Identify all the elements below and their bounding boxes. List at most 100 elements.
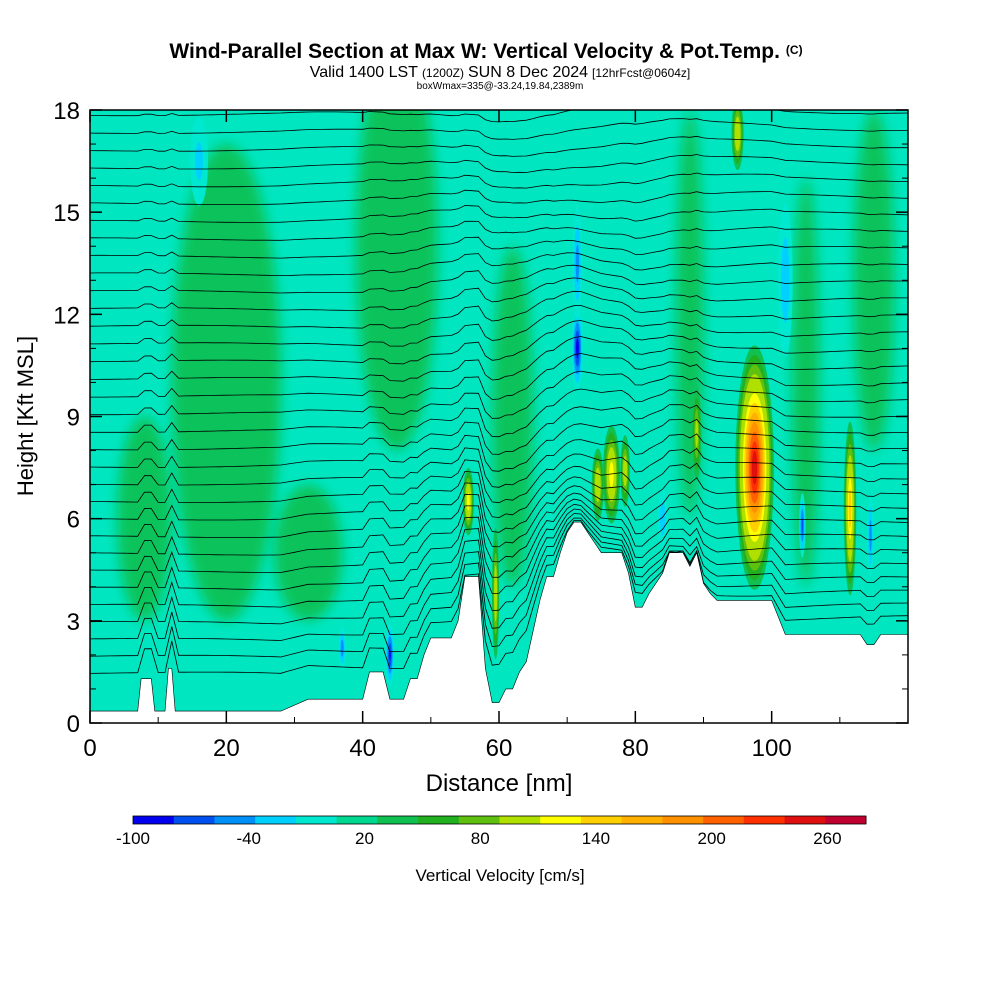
colorbar-swatch xyxy=(418,816,460,824)
updraft-level xyxy=(609,461,614,488)
x-axis-label: Distance [nm] xyxy=(426,770,573,797)
isentrope-line xyxy=(90,336,908,382)
downdraft-level xyxy=(340,639,344,657)
colorbar-swatch xyxy=(540,816,582,824)
downdraft-cell-7 xyxy=(777,203,793,357)
weak-updraft-streak xyxy=(792,178,820,587)
y-tick-label: 3 xyxy=(67,609,80,636)
weak-updraft-streak xyxy=(117,416,172,621)
isentrope-line xyxy=(90,135,908,157)
downdraft-cell-2 xyxy=(385,622,395,688)
y-tick-label: 9 xyxy=(67,405,80,432)
isentrope-line xyxy=(90,320,908,365)
updraft-level xyxy=(623,462,627,480)
colorbar-tick-label: -40 xyxy=(236,829,261,848)
updraft-level xyxy=(848,488,852,529)
colorbar-swatch xyxy=(743,816,786,824)
y-tick-label: 0 xyxy=(67,711,80,738)
weak-updraft-streak xyxy=(355,110,438,451)
isentrope-line xyxy=(90,172,908,189)
isentrope-line xyxy=(90,370,908,419)
downdraft-level xyxy=(869,519,872,552)
isentrope-line xyxy=(90,517,908,658)
x-tick-label: 20 xyxy=(213,735,240,762)
subtitle-forecast: [12hrFcst@0604z] xyxy=(592,66,690,80)
x-tick-label: 0 xyxy=(83,735,96,762)
x-tick-label: 100 xyxy=(752,735,792,762)
downdraft-cell-8 xyxy=(190,116,209,206)
x-tick-label: 60 xyxy=(486,735,513,762)
colorbar-swatch xyxy=(336,816,378,824)
isentrope-line xyxy=(90,498,908,591)
downdraft-cell-3 xyxy=(338,625,347,671)
colorbar-swatch xyxy=(173,816,215,824)
chart-title-mark: (C) xyxy=(786,43,803,57)
colorbar-frame xyxy=(132,815,867,825)
updraft-level xyxy=(751,450,758,485)
isentrope-line xyxy=(90,492,908,573)
y-axis: 0 3 6 9 12 15 18 xyxy=(53,98,908,738)
isentrope-line xyxy=(90,418,908,472)
y-axis-label: Height [Kft MSL] xyxy=(13,336,38,496)
isentrope-line xyxy=(90,353,908,400)
colorbar-tick-label: 80 xyxy=(471,829,490,848)
downdraft-cell-4 xyxy=(799,493,806,558)
isentrope-line xyxy=(90,205,908,223)
isentrope-line xyxy=(90,264,908,294)
downdraft-level xyxy=(195,141,203,181)
isentrope-line xyxy=(90,154,908,173)
isentrope-line xyxy=(90,236,908,259)
isentrope-line xyxy=(90,277,908,311)
colorbar-tick-label: 20 xyxy=(355,829,374,848)
colorbar-swatch xyxy=(662,816,704,824)
terrain xyxy=(90,521,908,723)
isentrope-line xyxy=(90,189,908,205)
isentrope-line xyxy=(90,290,908,329)
isentrope-line xyxy=(90,513,908,641)
updraft-cell-4 xyxy=(620,435,630,507)
isentrope-line xyxy=(90,462,908,521)
isentrope-line xyxy=(90,448,908,504)
isentrope-line xyxy=(90,118,908,140)
isentrope-line xyxy=(90,503,908,608)
isentrope-line xyxy=(90,404,908,455)
updraft-level xyxy=(466,492,470,511)
isentrope-line xyxy=(90,485,908,556)
isentrope-line xyxy=(90,388,908,438)
isentrope-line xyxy=(90,220,908,241)
colorbar-tick-label: 260 xyxy=(813,829,841,848)
downdraft-level xyxy=(575,244,580,283)
colorbar: -100 -40 20 80 140 200 260 xyxy=(116,815,867,848)
downdraft-cell-0 xyxy=(571,306,584,391)
colorbar-swatch xyxy=(621,816,663,824)
downdraft-cell-5 xyxy=(867,494,874,577)
weak-updraft-streak xyxy=(274,484,343,621)
updraft-level xyxy=(735,122,740,145)
y-tick-label: 6 xyxy=(67,507,80,534)
downdraft-cell-6 xyxy=(657,488,668,550)
colorbar-swatch xyxy=(377,816,419,824)
colorbar-swatch xyxy=(784,816,826,824)
updraft-cell-1 xyxy=(843,421,857,596)
colorbar-swatch xyxy=(703,816,745,824)
weak-updraft-streak xyxy=(171,144,281,621)
isentrope-line xyxy=(90,476,908,538)
x-tick-label: 40 xyxy=(349,735,376,762)
colorbar-swatch xyxy=(499,816,541,824)
colorbar-tick-label: 200 xyxy=(697,829,725,848)
colorbar-swatch xyxy=(825,816,867,824)
updraft-cell-2 xyxy=(602,425,621,524)
downdraft-cell-1 xyxy=(572,206,583,320)
downdraft-level xyxy=(801,517,804,534)
colorbar-label: Vertical Velocity [cm/s] xyxy=(415,866,584,885)
y-tick-label: 15 xyxy=(53,200,80,227)
x-axis: 0 20 40 60 80 100 xyxy=(83,110,841,762)
colorbar-tick-label: -100 xyxy=(116,829,150,848)
isentrope-line xyxy=(90,433,908,488)
chart-subtitle: Valid 1400 LST (1200Z) SUN 8 Dec 2024 [12hr… xyxy=(310,64,691,81)
colorbar-swatch xyxy=(580,816,623,824)
x-tick-label: 80 xyxy=(622,735,649,762)
subtitle-valid: Valid 1400 LST xyxy=(310,64,418,81)
colorbar-swatch xyxy=(214,816,256,824)
